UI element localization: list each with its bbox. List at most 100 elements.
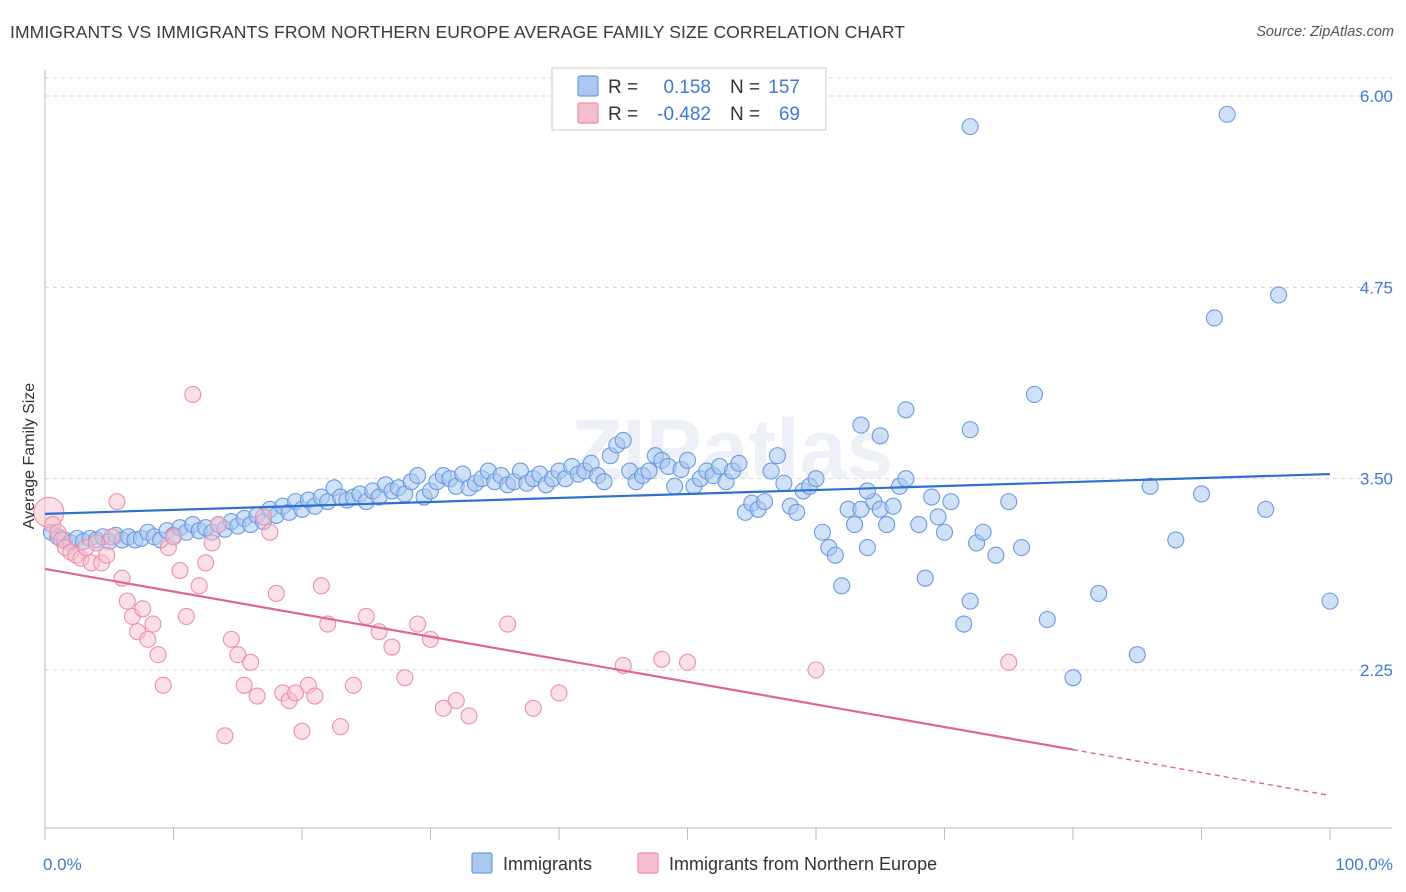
northern-europe-point [154, 676, 172, 694]
immigrants-point [1064, 669, 1082, 687]
northern-europe-point [678, 653, 697, 671]
immigrants-point [1167, 531, 1185, 549]
northern-europe-point [267, 584, 285, 603]
immigrants-point [1205, 309, 1223, 327]
legend-n-value-1: 157 [768, 77, 800, 98]
immigrants-point [845, 516, 864, 534]
immigrants-point [871, 427, 889, 445]
immigrants-point [858, 538, 876, 557]
immigrants-point [897, 401, 915, 419]
immigrants-point [775, 474, 793, 492]
y-tick-labels: 2.25 3.50 4.75 6.00 [1360, 87, 1393, 680]
northern-europe-point [293, 722, 311, 740]
bottom-legend-immigrants: Immigrants [503, 854, 592, 874]
immigrants-point [1013, 538, 1031, 557]
trend-lines [44, 472, 1331, 797]
immigrants-point [614, 431, 632, 449]
immigrants-point [788, 503, 806, 521]
immigrants-point [768, 447, 787, 465]
northern-europe-point [287, 684, 305, 702]
immigrants-point [666, 477, 684, 495]
y-tick-label: 2.25 [1360, 661, 1393, 680]
northern-europe-point [248, 687, 266, 705]
northern-europe-point [312, 577, 330, 595]
immigrants-point [858, 482, 876, 500]
northern-europe-point [190, 577, 208, 595]
northern-europe-point [524, 699, 542, 717]
y-tick-label: 3.50 [1360, 470, 1393, 489]
y-tick-label: 4.75 [1360, 278, 1393, 297]
legend-r-value-1: 0.158 [663, 77, 711, 98]
immigrants-point [961, 592, 979, 610]
northern-europe-point [164, 528, 183, 546]
immigrants-point [974, 523, 992, 541]
northern-europe-point [216, 727, 234, 745]
series-legend: Immigrants Immigrants from Northern Euro… [471, 852, 937, 874]
northern-europe-point [235, 676, 253, 694]
northern-europe-point [550, 684, 568, 702]
northern-europe-trend-extension [1072, 748, 1331, 797]
immigrants-point [929, 508, 947, 526]
bottom-swatch-northern-europe [637, 852, 659, 874]
immigrants-point [1038, 610, 1056, 629]
immigrants-point [878, 516, 896, 534]
x-tick-label: 100.0% [1335, 855, 1393, 874]
bottom-swatch-immigrants [471, 852, 493, 874]
bottom-legend-northern-europe: Immigrants from Northern Europe [669, 854, 937, 874]
northern-europe-point [87, 534, 105, 552]
northern-europe-point [331, 718, 350, 736]
immigrants-point [1141, 477, 1159, 495]
immigrants-point [935, 523, 954, 541]
immigrants-point [1192, 485, 1211, 503]
northern-europe-point [144, 615, 162, 633]
immigrants-point [1257, 500, 1275, 518]
northern-europe-point [118, 592, 136, 610]
immigrants-point [987, 546, 1005, 564]
y-tick-label: 6.00 [1360, 87, 1393, 106]
immigrants-point [807, 470, 825, 488]
northern-europe-point [108, 493, 126, 511]
legend-r-label-1: R = [608, 77, 638, 98]
immigrants-point [961, 118, 979, 136]
northern-europe-point [177, 607, 195, 625]
immigrants-point [1270, 286, 1288, 304]
northern-europe-point [653, 650, 671, 668]
northern-europe-point [499, 615, 517, 633]
immigrants-point [884, 497, 902, 515]
correlation-legend: R = 0.158 N = 157 R = -0.482 N = 69 [551, 67, 827, 131]
northern-europe-point [171, 561, 189, 580]
northern-europe-point [254, 508, 273, 526]
northern-europe-point [434, 699, 452, 717]
northern-europe-point [222, 630, 240, 648]
immigrants-point [678, 451, 697, 469]
northern-europe-point [344, 676, 362, 694]
immigrants-point [923, 488, 941, 506]
northern-europe-point [197, 554, 215, 572]
northern-europe-point [149, 646, 167, 664]
immigrants-point [640, 462, 658, 480]
legend-r-label-2: R = [608, 104, 638, 125]
immigrants-points [42, 105, 1339, 687]
x-tick-labels: 0.0% 100.0% [43, 855, 1393, 874]
northern-europe-point [421, 630, 440, 648]
immigrants-point [409, 467, 427, 485]
northern-europe-point [209, 516, 228, 534]
northern-europe-point [1000, 653, 1018, 671]
y-axis-label: Average Family Size [21, 383, 38, 530]
x-tick-label: 0.0% [43, 855, 82, 874]
axes [44, 70, 1392, 840]
source-label: Source: ZipAtlas.com [1256, 24, 1394, 40]
immigrants-point [910, 516, 928, 534]
northern-europe-point [383, 638, 401, 656]
northern-europe-point [396, 669, 414, 687]
immigrants-point [730, 454, 748, 472]
immigrants-point [1025, 385, 1043, 404]
immigrants-point [1000, 493, 1018, 511]
immigrants-point [852, 416, 870, 434]
legend-r-value-2: -0.482 [657, 104, 711, 125]
immigrants-point [454, 465, 472, 483]
immigrants-point [813, 523, 831, 541]
northern-europe-point [203, 534, 221, 552]
immigrants-point [826, 546, 844, 564]
immigrants-point [897, 470, 915, 488]
